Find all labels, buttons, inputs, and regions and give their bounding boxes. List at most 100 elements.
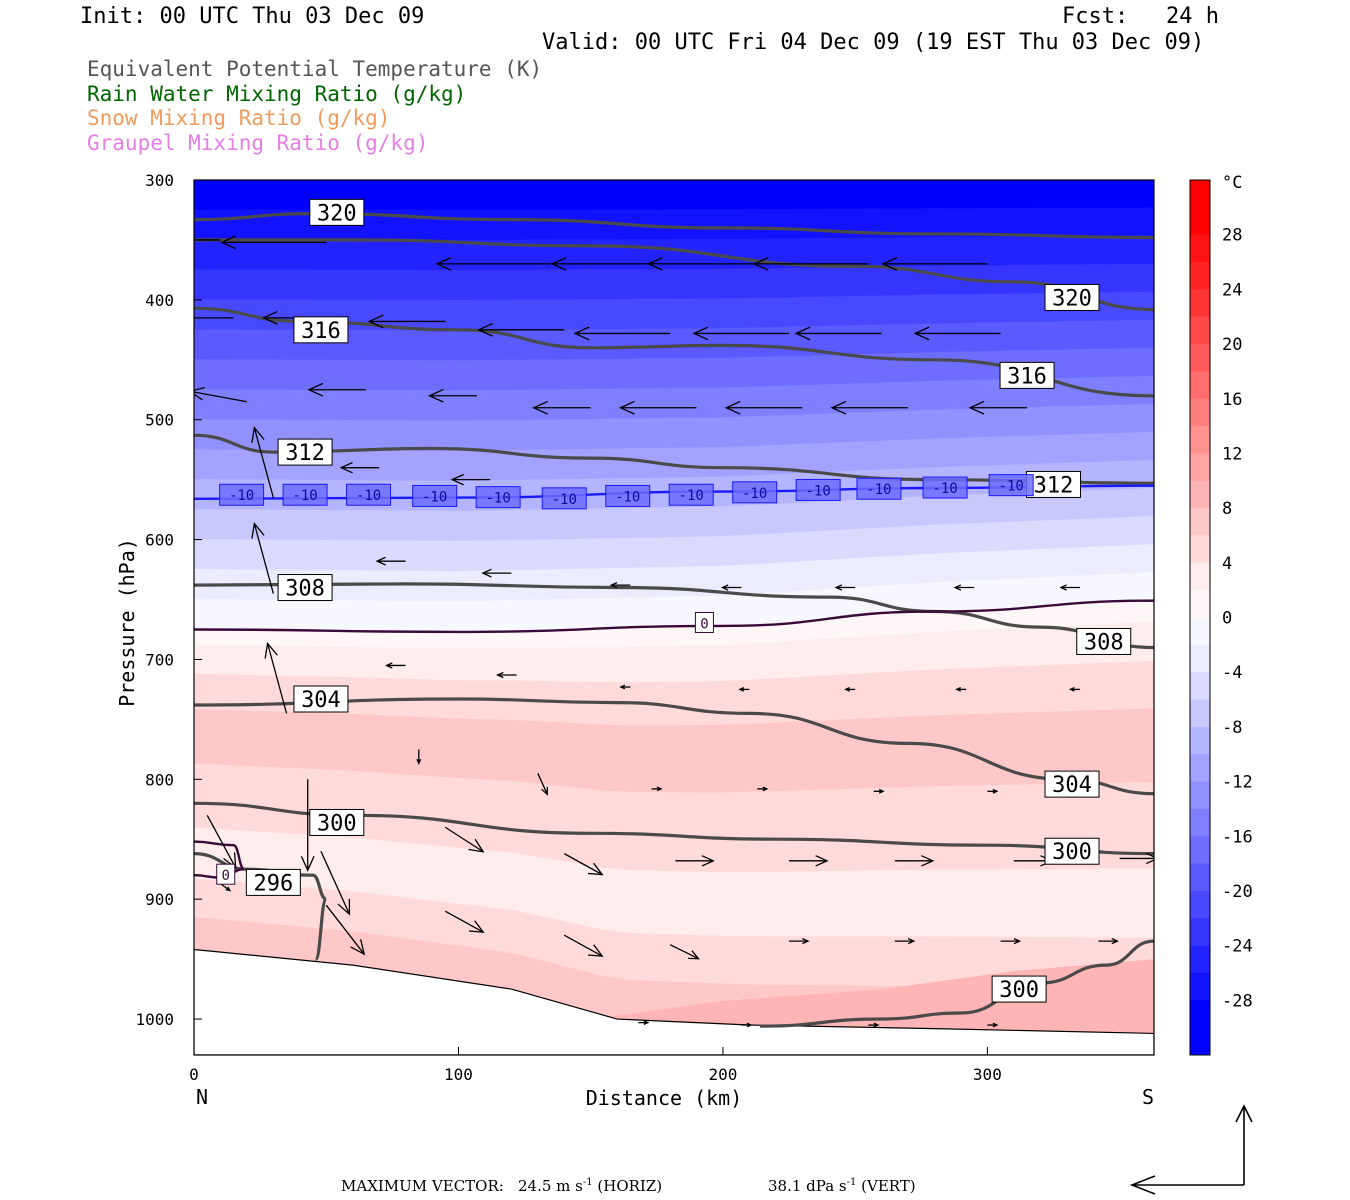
isotherm-minus10c-label-text: -10 — [552, 492, 577, 508]
theta-e-label: 308 — [277, 574, 333, 602]
colorbar-swatch — [1190, 754, 1210, 783]
colorbar-swatch — [1190, 289, 1210, 318]
colorbar-tick-label: 8 — [1222, 499, 1232, 519]
wind-vector-head — [339, 461, 353, 474]
wind-vector-shaft — [325, 904, 365, 955]
wind-vector-head — [1013, 937, 1022, 945]
theta-e-contour — [194, 582, 1154, 650]
wind-vector — [444, 910, 485, 933]
colorbar-swatch — [1190, 535, 1210, 564]
wind-vector-head — [746, 1022, 753, 1028]
wind-vector-head — [913, 326, 930, 341]
wind-vector-head — [264, 641, 278, 659]
south-label: S — [1142, 1085, 1154, 1109]
wind-vector — [1098, 937, 1120, 945]
colorbar-swatch — [1190, 562, 1210, 591]
wind-vector-head — [468, 920, 485, 933]
wind-vector-head — [844, 687, 850, 692]
colorbar-swatch — [1190, 890, 1210, 919]
wind-vector-head — [701, 855, 715, 867]
wind-vector — [444, 826, 485, 853]
isotherm-0c — [194, 840, 245, 879]
colorbar-swatch — [1190, 371, 1210, 400]
y-tick-label: 500 — [145, 411, 174, 430]
wind-vector — [320, 850, 351, 916]
isotherm-minus10c-label: -10 — [988, 474, 1034, 497]
isotherm-minus10c-label-text: -10 — [229, 488, 254, 504]
y-tick-label: 900 — [145, 890, 174, 909]
wind-vector-head — [992, 788, 999, 794]
colorbar-tick-label: 0 — [1222, 609, 1232, 629]
colorbar-swatch — [1190, 808, 1210, 837]
wind-vector-head — [496, 671, 504, 679]
colorbar-swatch — [1190, 945, 1210, 974]
wind-vector-shaft — [563, 934, 603, 957]
theta-e-label-text: 320 — [1052, 286, 1092, 311]
max-vector-vert: 38.1 dPa s-1 (VERT) — [768, 1177, 916, 1195]
x-tick-label: 300 — [973, 1065, 1002, 1084]
isotherm-minus10c-label-box — [922, 476, 968, 499]
isotherm-0c-label-text: 0 — [700, 616, 708, 632]
valid-time: Valid: 00 UTC Fri 04 Dec 09 (19 EST Thu … — [542, 30, 1205, 55]
wind-vector — [194, 239, 221, 241]
wind-vector — [220, 883, 232, 892]
theta-e-label-box — [293, 685, 349, 713]
colorbar-swatch — [1190, 918, 1210, 947]
theta-e-contour — [194, 697, 1154, 796]
wind-vector — [573, 326, 671, 341]
x-axis-label: Distance (km) — [586, 1086, 743, 1110]
wind-vector — [789, 855, 829, 867]
wind-vector-head — [573, 326, 590, 341]
wind-vector — [194, 386, 248, 403]
y-tick-label: 600 — [145, 531, 174, 550]
theta-e-label-box — [1044, 283, 1100, 311]
theta-e-label: 316 — [999, 361, 1055, 389]
theta-e-label: 308 — [1076, 627, 1132, 655]
colorbar-swatch — [1190, 344, 1210, 372]
theta-e-label-box — [1044, 837, 1100, 865]
theta-e-label-text: 308 — [1084, 630, 1124, 655]
x-tick-label: 100 — [444, 1065, 473, 1084]
wind-vector — [251, 521, 274, 594]
wind-vector — [264, 641, 288, 714]
wind-vector-shaft — [194, 391, 248, 403]
colorbar-swatch — [1190, 453, 1210, 482]
wind-vector — [738, 687, 750, 692]
wind-vector-head — [225, 886, 232, 892]
wind-vector-head — [251, 521, 265, 539]
wind-vector — [427, 388, 477, 403]
y-tick-label: 300 — [145, 171, 174, 190]
colorbar-swatch — [1190, 234, 1210, 263]
isotherm-minus10c-label: -10 — [732, 481, 778, 504]
wind-vector — [367, 314, 446, 329]
wind-vector — [375, 556, 406, 566]
wind-vector-head — [921, 855, 935, 867]
init-time: Init: 00 UTC Thu 03 Dec 09 — [80, 4, 425, 29]
x-tick-label: 200 — [708, 1065, 737, 1084]
colorbar-tick-label: 12 — [1222, 444, 1242, 464]
reference-vector-icon — [1129, 1104, 1253, 1195]
theta-e-label: 304 — [1044, 770, 1100, 798]
isotherm-minus10c-label-box — [412, 484, 458, 507]
wind-vector — [752, 257, 869, 271]
wind-vector — [757, 786, 769, 792]
wind-vector-shaft — [266, 643, 288, 714]
wind-vector-head — [724, 400, 741, 415]
colorbar-swatch — [1190, 972, 1210, 1001]
wind-vector — [968, 400, 1028, 415]
wind-vector-head — [587, 944, 604, 957]
wind-vector-head — [692, 326, 709, 341]
isotherm-0c — [194, 599, 1154, 634]
wind-vector-head — [688, 950, 700, 960]
wind-vector — [720, 584, 742, 591]
isotherm-minus10c-label-box — [988, 474, 1034, 497]
isotherm-minus10c-label-box — [282, 483, 328, 506]
wind-vector — [955, 687, 967, 692]
wind-vector-head — [656, 786, 663, 792]
y-tick-label: 800 — [145, 770, 174, 789]
theta-e-contour — [194, 238, 1154, 312]
theta-e-label: 296 — [245, 868, 301, 896]
wind-vector-head — [350, 939, 366, 956]
wind-vector-head — [752, 257, 769, 271]
wind-vector-head — [468, 838, 485, 853]
